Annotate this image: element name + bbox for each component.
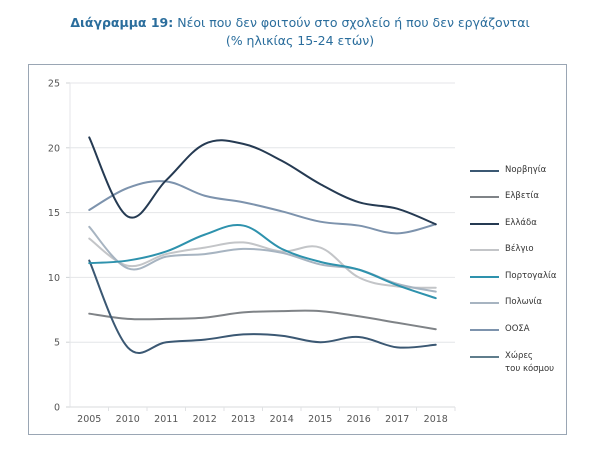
legend-label: Ελλάδα [505, 218, 537, 228]
legend-label: Πολωνία [505, 297, 542, 307]
legend-swatch [470, 302, 499, 304]
y-tick-label: 10 [48, 273, 60, 284]
y-tick-label: 5 [54, 338, 60, 349]
series-line-5 [88, 224, 437, 300]
legend-label: Χώρες του κόσμου [505, 351, 555, 374]
x-tick-label: 2014 [270, 414, 294, 425]
y-tick-label: 15 [48, 208, 60, 219]
series-line-3 [88, 136, 437, 226]
legend-swatch [470, 249, 499, 251]
legend-item: ΟΟΣΑ [465, 323, 565, 343]
x-tick-label: 2017 [385, 414, 409, 425]
x-tick-label: 2010 [116, 414, 140, 425]
legend-swatch [470, 329, 499, 331]
legend-label: Νορβηγία [505, 165, 547, 175]
series-line-4 [88, 237, 437, 289]
legend-label: Βέλγιο [505, 244, 534, 254]
legend-label: ΟΟΣΑ [505, 324, 530, 334]
legend-label: Ελβετία [505, 191, 540, 201]
y-tick-label: 20 [48, 143, 60, 154]
chart-title-prefix: Διάγραμμα 19: [70, 15, 174, 30]
x-tick-label: 2011 [154, 414, 178, 425]
chart-title-text: Νέοι που δεν φοιτούν στο σχολείο ή που δ… [177, 15, 530, 30]
legend-label: Πορτογαλία [505, 271, 557, 281]
x-tick-label: 2016 [347, 414, 371, 425]
series-line-1 [88, 259, 437, 354]
legend-swatch [470, 170, 499, 172]
legend-item: Ελλάδα [465, 217, 565, 237]
y-tick-label: 0 [54, 403, 60, 414]
y-tick-label: 25 [48, 79, 60, 90]
series-line-7 [88, 180, 437, 235]
legend-swatch [470, 356, 499, 358]
legend-item: Ελβετία [465, 190, 565, 210]
x-tick-label: 2018 [424, 414, 448, 425]
legend-item: Βέλγιο [465, 243, 565, 263]
legend-item: Χώρες του κόσμου [465, 350, 565, 374]
legend-swatch [470, 276, 499, 278]
series-line-2 [88, 309, 437, 331]
legend-swatch [470, 196, 499, 198]
legend-item: Πολωνία [465, 296, 565, 316]
x-tick-label: 2013 [231, 414, 255, 425]
chart-subtitle: (% ηλικίας 15-24 ετών) [225, 33, 375, 48]
x-tick-label: 2012 [193, 414, 217, 425]
chart-title: Διάγραμμα 19: Νέοι που δεν φοιτούν στο σ… [0, 15, 600, 30]
x-tick-label: 2015 [308, 414, 332, 425]
legend-item: Νορβηγία [465, 164, 565, 184]
chart-frame [28, 64, 567, 435]
legend-swatch [470, 223, 499, 225]
legend-item: Πορτογαλία [465, 270, 565, 290]
x-tick-label: 2005 [77, 414, 101, 425]
